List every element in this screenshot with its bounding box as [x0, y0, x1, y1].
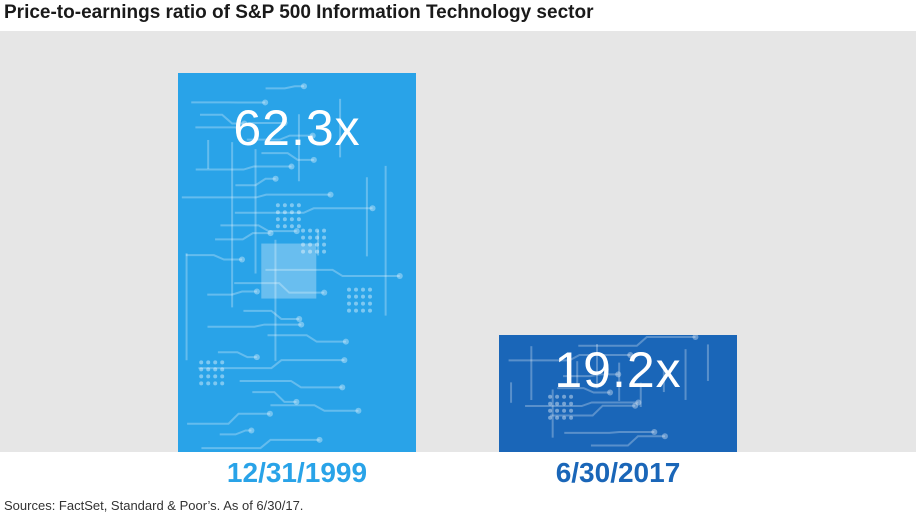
- plot-area: 62.3x 19.2x: [0, 31, 916, 452]
- chart-title: Price-to-earnings ratio of S&P 500 Infor…: [4, 2, 594, 23]
- category-label-2: 6/30/2017: [555, 457, 681, 488]
- circuit-pattern: [508, 335, 709, 447]
- bar-2: 19.2x: [499, 335, 737, 452]
- circuit-pattern: [181, 83, 403, 450]
- source-note: Sources: FactSet, Standard & Poor’s. As …: [4, 498, 304, 513]
- bar-value-label-2: 19.2x: [554, 342, 682, 398]
- category-label-1: 12/31/1999: [226, 457, 368, 488]
- bar-value-label-1: 62.3x: [233, 100, 361, 156]
- bar-1: 62.3x: [178, 73, 416, 452]
